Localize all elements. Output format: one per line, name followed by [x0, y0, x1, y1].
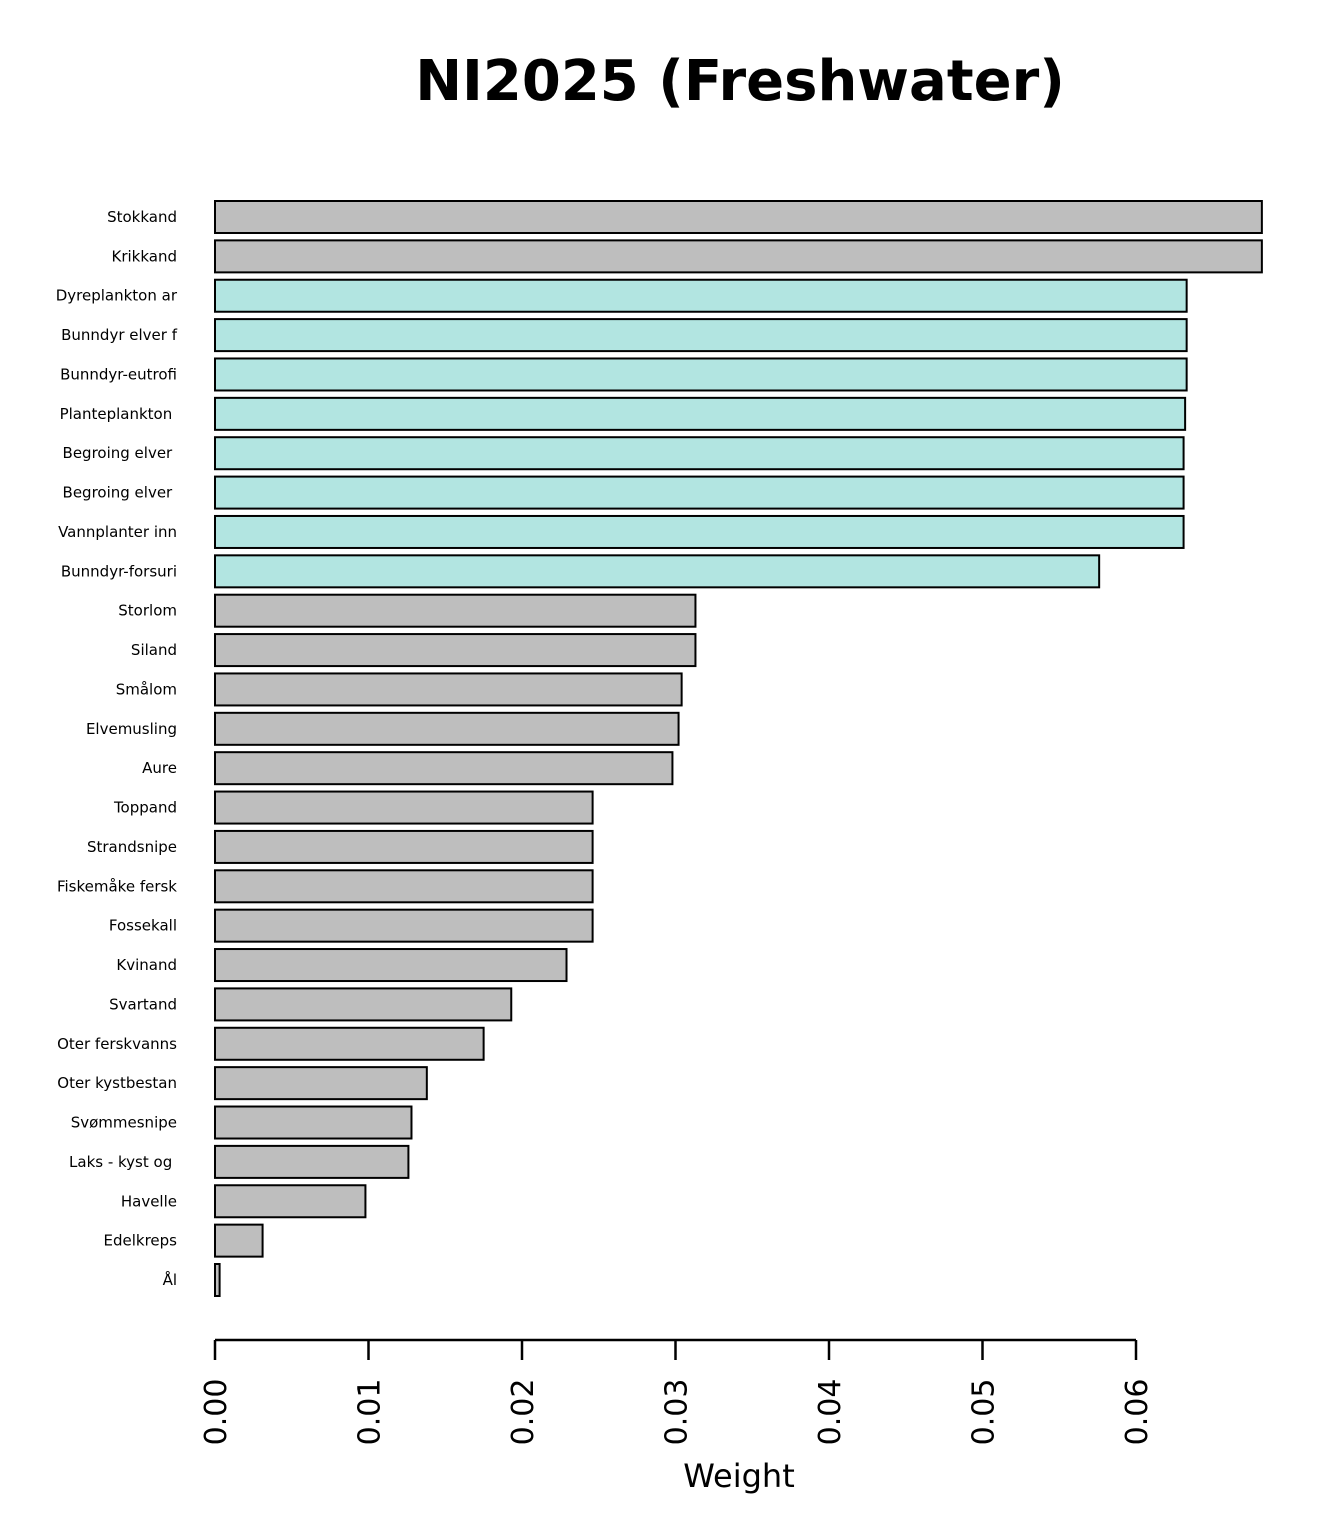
y-tick-label: Krikkand	[111, 247, 177, 265]
bar	[214, 436, 1185, 471]
y-tick-label: Planteplankton	[60, 405, 177, 423]
y-tick-label: Havelle	[121, 1192, 177, 1210]
bar	[214, 1144, 410, 1179]
y-tick-label: Laks - kyst og	[69, 1153, 177, 1171]
bar	[214, 1263, 221, 1297]
bar	[214, 869, 594, 904]
bar	[214, 829, 594, 864]
bar	[214, 1026, 485, 1061]
bar	[214, 711, 680, 746]
bar	[214, 357, 1188, 392]
y-tick-label: Bunndyr elver f	[61, 326, 178, 344]
bar	[214, 1223, 264, 1258]
x-tick-label: 0.00	[199, 1379, 234, 1446]
y-tick-label: Elvemusling	[86, 720, 177, 738]
bar	[214, 396, 1187, 431]
y-tick-label: Svartand	[109, 995, 177, 1013]
y-tick-label: Toppand	[113, 799, 177, 817]
x-tick-label: 0.03	[660, 1379, 695, 1446]
y-tick-label: Kvinand	[116, 956, 177, 974]
y-tick-label: Siland	[131, 641, 177, 659]
bar	[214, 554, 1101, 589]
x-tick-label: 0.06	[1120, 1379, 1155, 1446]
y-tick-label: Begroing elver	[63, 484, 177, 502]
y-tick-label: Aure	[142, 759, 177, 777]
bar	[214, 987, 513, 1022]
bar	[214, 1105, 413, 1140]
y-tick-label: Strandsnipe	[87, 838, 177, 856]
y-tick-label: Oter ferskvanns	[57, 1035, 177, 1053]
x-tick-label: 0.01	[353, 1379, 388, 1446]
bar	[214, 751, 674, 786]
y-tick-label: Svømmesnipe	[71, 1114, 177, 1132]
y-tick-label: Begroing elver	[63, 444, 177, 462]
bar	[214, 200, 1263, 234]
bar	[214, 948, 568, 983]
x-tick-label: 0.02	[506, 1379, 541, 1446]
y-tick-label: Bunndyr-eutrofi	[60, 365, 177, 383]
bar	[214, 278, 1188, 313]
x-axis-label: Weight	[683, 1457, 794, 1495]
y-tick-label: Fossekall	[109, 917, 177, 935]
x-axis: 0.00 0.01 0.02 0.03 0.04 0.05 0.06	[199, 1338, 1155, 1446]
y-tick-label: Storlom	[118, 602, 177, 620]
bar	[214, 1066, 428, 1101]
bar	[214, 514, 1185, 549]
y-tick-label: Smålom	[116, 680, 177, 698]
y-tick-label: Oter kystbestan	[57, 1074, 177, 1092]
x-tick-label: 0.04	[813, 1379, 848, 1446]
y-tick-label: Dyreplankton ar	[56, 287, 178, 305]
bar	[214, 318, 1188, 353]
y-tick-label: Ål	[163, 1270, 177, 1289]
bar	[214, 672, 683, 707]
bar	[214, 239, 1263, 274]
bar	[214, 633, 697, 668]
bar	[214, 1184, 367, 1219]
bar	[214, 593, 697, 628]
bar	[214, 790, 594, 825]
y-tick-label: Edelkreps	[104, 1232, 178, 1250]
x-tick-label: 0.05	[967, 1379, 1002, 1446]
y-tick-label: Stokkand	[107, 208, 177, 226]
bar	[214, 908, 594, 943]
chart-title: NI2025 (Freshwater)	[415, 49, 1065, 114]
y-tick-label: Fiskemåke fersk	[57, 877, 177, 895]
bar	[214, 475, 1185, 510]
y-tick-label: Vannplanter inn	[58, 523, 177, 541]
y-tick-label: Bunndyr-forsuri	[61, 562, 177, 580]
